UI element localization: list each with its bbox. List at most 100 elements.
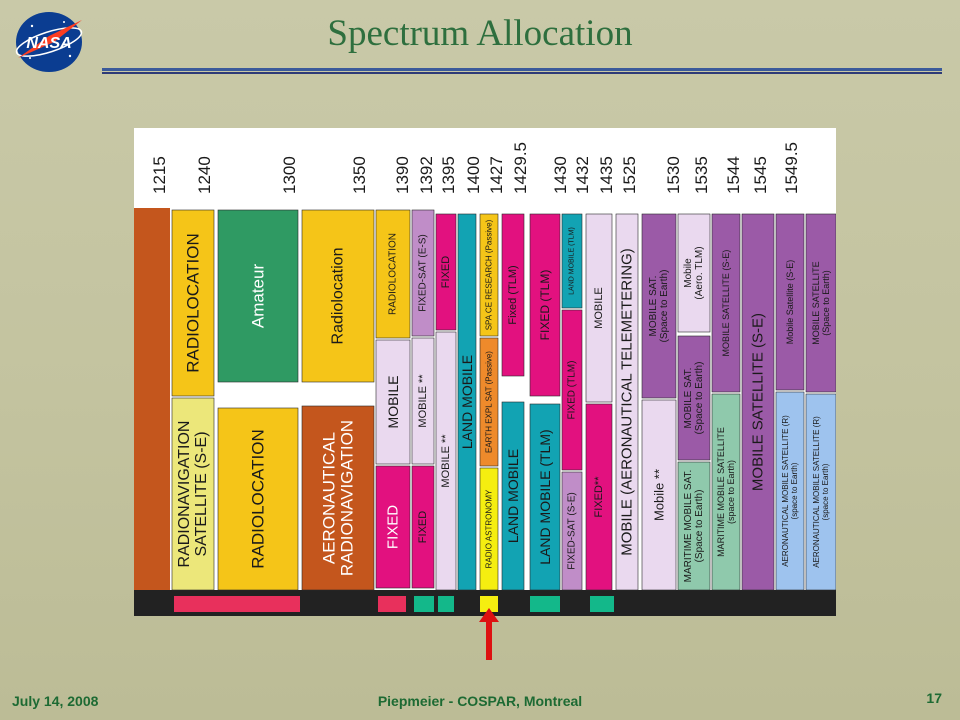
red-arrow-marker [479,608,499,660]
band-label: FIXED (TLM) [538,270,552,341]
band-block-fixed-3: FIXED [435,213,457,331]
band-fill [677,213,711,333]
spectrum-chart: 1215 1240 1300 1350 1390 1392 1395 1400 1427 1429… [134,128,836,616]
band-label: (Space to Earth) [694,362,705,435]
band-block-land-mobile-1: LAND MOBILE [457,213,477,591]
band-block-fixed-4: FIXED** [585,403,613,591]
band-fill [457,213,477,591]
band-fill [435,213,457,331]
svg-text:NASA: NASA [26,35,71,52]
band-block-mobile-sat-last: MOBILE SATELLITE (Space to Earth) [805,213,836,393]
frequency-label: 1390 [393,156,412,194]
band-fill [479,213,499,337]
band-block-maritime-1: MARITIME MOBILE SAT. (Space to Earth) [677,461,711,591]
band-label: RADIONAVIGATION [338,420,357,576]
frequency-label: 1549.5 [782,142,801,194]
band-label: AERONAUTICAL [319,432,338,564]
band-fill [375,339,411,465]
band-label: (Space to Earth) [821,270,831,336]
band-fill [585,403,613,591]
band-label: Fixed (TLM) [507,265,519,324]
band-block-land-mobile-tlm-1: LAND MOBILE (TLM) [529,403,561,591]
band-label: LAND MOBILE (TLM) [569,227,576,295]
band-block-mobile-sat-se: MOBILE SATELLITE (S-E) [711,213,741,393]
band-block-mobile-star: Mobile ** [641,399,677,591]
band-fill [375,465,411,589]
band-label: FIXED [440,256,452,288]
band-fill [775,213,805,391]
band-fill [677,461,711,591]
band-block-space-research: SPA CE RESEARCH (Passive) [479,213,499,337]
band-block-mobile-1: MOBILE [375,339,411,465]
frequency-label: 1530 [664,156,683,194]
nasa-logo: NASA [15,12,83,72]
band-label: FIXED [417,511,429,543]
band-fill [479,467,499,591]
band-fill [501,401,525,591]
frequency-label: 1430 [551,156,570,194]
band-marker [220,596,300,612]
frequency-label: 1392 [417,156,436,194]
band-block-rnss: RADIONAVIGATION SATELLITE (S-E) [171,397,215,591]
band-block-rad-loc-2: RADIOLOCATION [217,407,299,591]
band-label: FIXED (TLM) [567,361,578,420]
band-label: MOBILE SAT. [683,368,694,429]
band-label: MARITIME MOBILE SAT. [683,470,694,583]
band-label: (Aero. TLM) [694,246,705,299]
band-label: MOBILE ** [440,434,452,488]
band-block-mobile-sat-se-small: Mobile Satellite (S-E) [775,213,805,391]
band-block-fixed-tlm-3: FIXED (TLM) [561,309,583,471]
band-fill [411,209,435,337]
band-label: LAND MOBILE [459,355,475,449]
band-marker [530,596,560,612]
band-label: FIXED-SAT (E-S) [418,234,429,311]
band-fill [561,309,583,471]
band-label: EARTH EXPL SAT (Passive) [485,351,494,453]
band-fill [411,337,435,465]
frequency-label: 1400 [464,156,483,194]
band-block-mobile-sat-1: MOBILE SAT. (Space to Earth) [641,213,677,399]
band-fill [805,393,836,591]
frequency-label: 1240 [195,156,214,194]
band-fill [171,209,215,397]
band-fill [529,213,561,397]
band-block-fixed-2: FIXED [411,465,435,589]
frequency-label: 1545 [751,156,770,194]
band-label: Mobile ** [652,469,667,521]
band-label: SPA CE RESEARCH (Passive) [485,219,494,330]
band-fill [375,209,411,339]
band-fill [677,335,711,461]
frequency-label: 1395 [439,156,458,194]
band-fill [561,471,583,591]
band-block-fixed-sat-es: FIXED-SAT (E-S) [411,209,435,337]
band-label: AERONAUTICAL MOBILE SATELLITE (R) [812,416,821,568]
footer-date: July 14, 2008 [12,693,99,709]
band-label: AERONAUTICAL MOBILE SATELLITE (R) [781,415,790,567]
band-fill [301,405,375,591]
band-label: MOBILE ** [417,374,429,428]
footer-presenter: Piepmeier - COSPAR, Montreal [377,693,583,709]
band-fill [561,213,583,309]
band-block-maritime-2: MARITIME MOBILE SATELLITE (space to Earth… [711,393,741,591]
band-marker [414,596,434,612]
band-label: RADIOLOCATION [249,429,268,568]
band-fill [641,399,677,591]
band-label: Radiolocation [330,248,347,345]
band-block-fixed-tlm-2: FIXED (TLM) [529,213,561,397]
chart-left-edge [134,208,170,590]
band-label: RADIOLOCATION [184,233,203,372]
frequency-label: 1435 [597,156,616,194]
band-fill [501,213,525,377]
band-label: MOBILE (AERONAUTICAL TELEMETERING) [619,248,636,556]
band-block-mobile-satellite-se-big: MOBILE SATELLITE (S-E) [741,213,775,591]
band-fill [435,331,457,591]
frequency-label: 1427 [487,156,506,194]
band-label: RADIO ASTRONOMY [485,489,494,568]
frequency-label: 1432 [573,156,592,194]
band-label: (space to Earth) [821,463,830,520]
frequency-label: 1535 [692,156,711,194]
band-label: MOBILE SATELLITE (S-E) [721,250,731,357]
band-block-mobile-3: MOBILE ** [435,331,457,591]
band-block-rad-loc-3: RADIOLOCATION [375,209,411,339]
band-block-radiolocation-sec: Radiolocation [301,209,375,383]
